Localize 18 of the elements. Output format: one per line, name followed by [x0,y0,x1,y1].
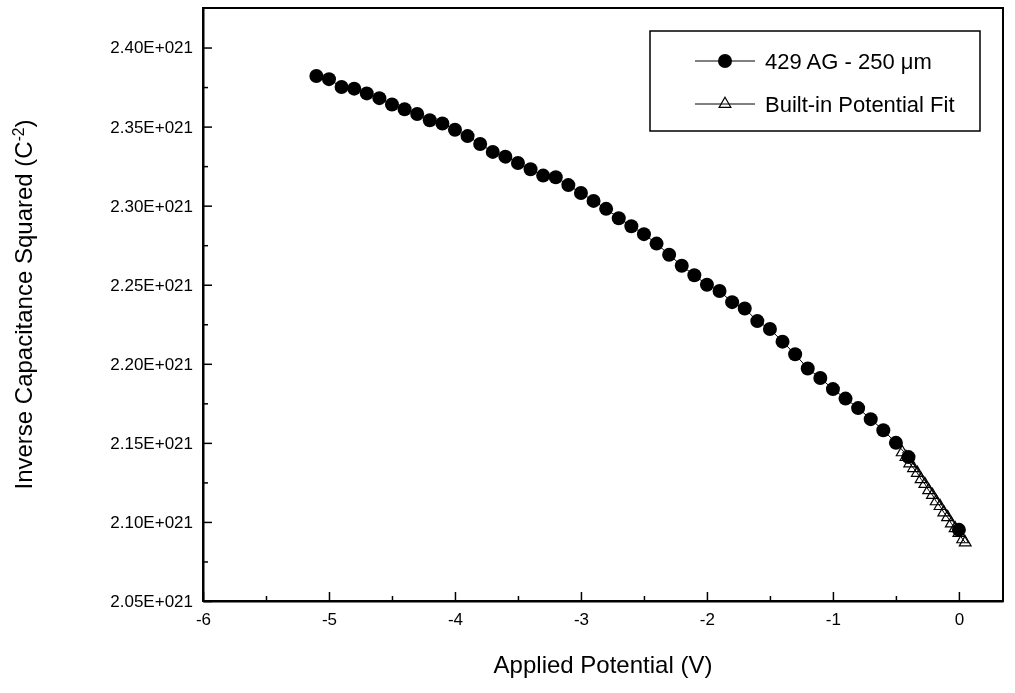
x-tick-label: -1 [825,610,841,630]
x-tick-label: -4 [447,610,464,630]
x-tick-label: -5 [321,610,338,630]
x-axis-title: Applied Potential (V) [493,651,713,678]
legend-label: Built-in Potential Fit [765,92,955,117]
y-tick-label: 2.05E+021 [110,591,193,611]
y-tick-label: 2.35E+021 [110,117,193,137]
y-tick-label: 2.15E+021 [110,433,193,453]
x-tick-label: -6 [195,610,212,630]
y-tick-label: 2.25E+021 [110,275,193,295]
y-tick-label: 2.20E+021 [110,354,193,374]
legend-label: 429 AG - 250 μm [765,49,932,74]
x-tick-label: 0 [954,610,965,630]
y-tick-label: 2.10E+021 [110,512,193,532]
y-tick-label: 2.40E+021 [110,38,193,58]
y-tick-label: 2.30E+021 [110,196,193,216]
x-tick-label: -3 [573,610,590,630]
x-tick-label: -2 [699,610,715,630]
